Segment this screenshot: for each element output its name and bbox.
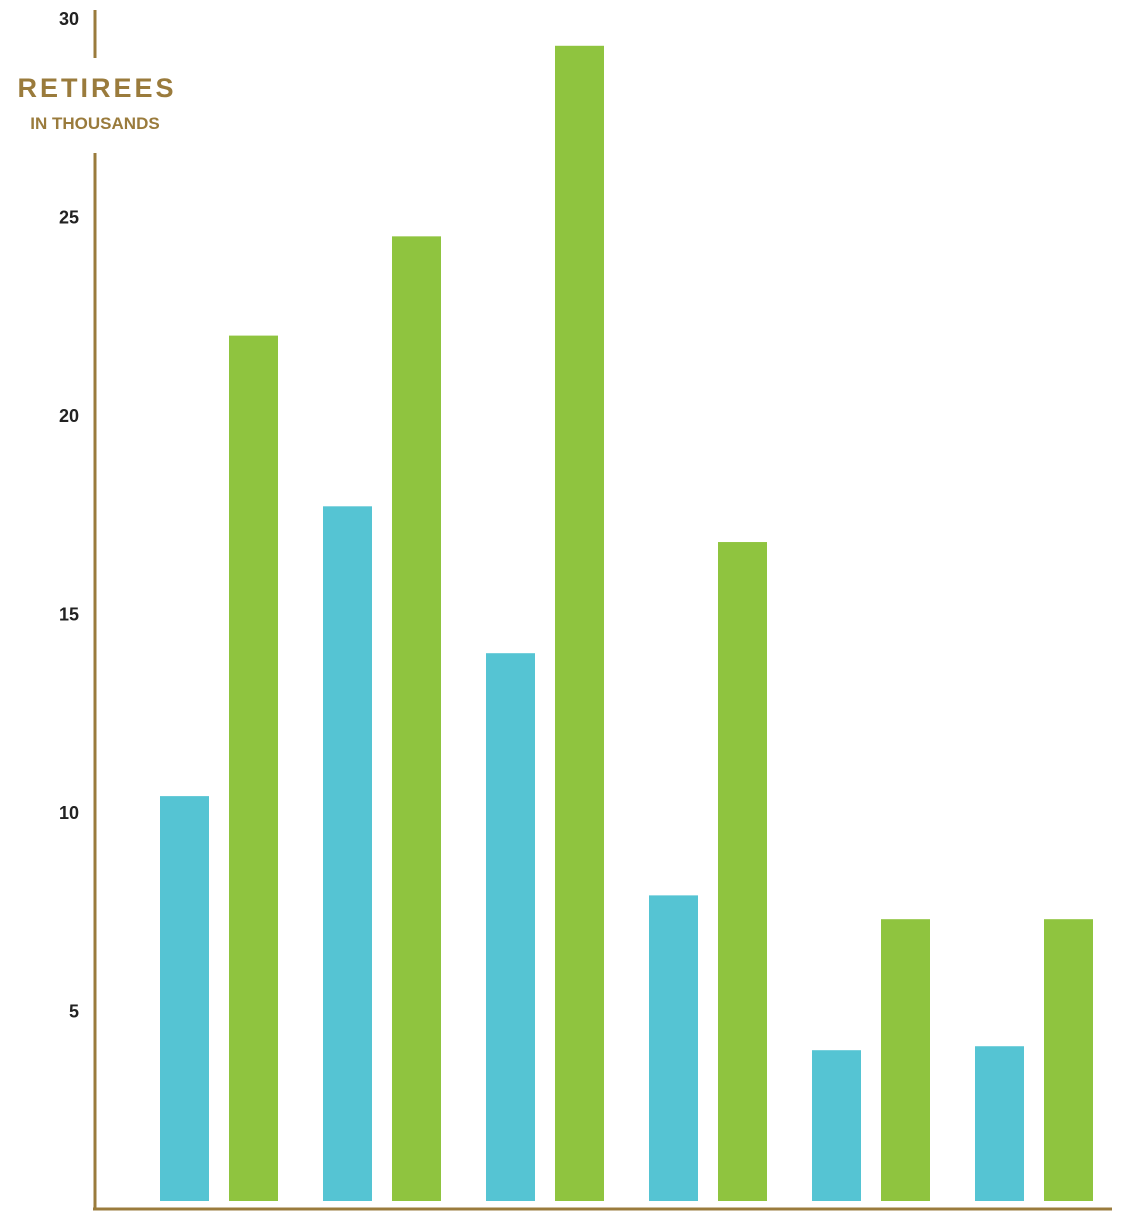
y-tick-label: 5 — [69, 1002, 79, 1022]
y-tick-label: 30 — [59, 9, 79, 29]
y-tick-label: 15 — [59, 605, 79, 625]
bar-series-2-category-5 — [881, 919, 930, 1201]
bar-series-1-category-5 — [812, 1050, 861, 1201]
y-tick-label: 10 — [59, 803, 79, 823]
bar-series-1-category-6 — [975, 1046, 1024, 1201]
bar-series-1-category-2 — [323, 506, 372, 1201]
bar-series-1-category-4 — [649, 895, 698, 1201]
bar-series-1-category-1 — [160, 796, 209, 1201]
bar-series-2-category-4 — [718, 542, 767, 1201]
y-tick-labels: 5 10 15 20 25 30 — [59, 9, 79, 1022]
y-tick-label: 25 — [59, 208, 79, 228]
bar-series-2-category-2 — [392, 236, 441, 1202]
y-tick-label: 20 — [59, 406, 79, 426]
bar-series-2-category-1 — [229, 335, 278, 1202]
y-axis-title: RETIREES — [17, 73, 176, 103]
bar-series-2-category-3 — [555, 45, 604, 1201]
axes-group — [93, 10, 1112, 1211]
y-axis-subtitle: IN THOUSANDS — [30, 114, 159, 133]
bar-series-1-category-3 — [486, 653, 535, 1201]
bars-group — [160, 45, 1093, 1202]
bar-series-2-category-6 — [1044, 919, 1093, 1201]
